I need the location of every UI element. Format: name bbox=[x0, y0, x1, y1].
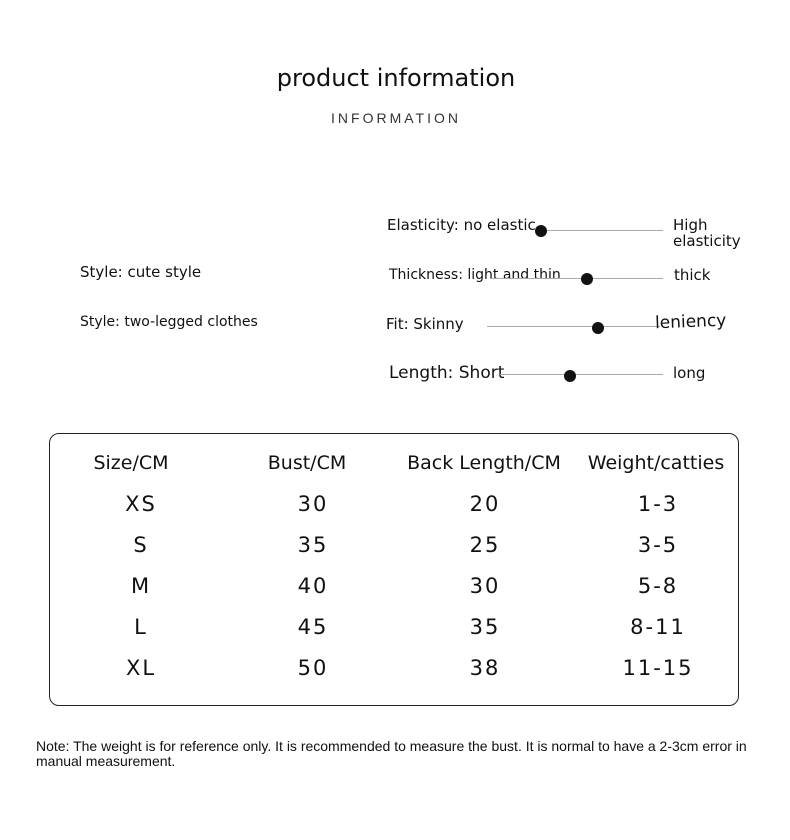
table-cell: 35 bbox=[469, 615, 501, 639]
style-label-1: Style: cute style bbox=[80, 263, 202, 281]
table-cell: 35 bbox=[297, 533, 329, 557]
attribute-label: Elasticity: no elastic bbox=[387, 216, 536, 234]
column-header-size: Size/CM bbox=[93, 452, 169, 474]
attribute-level-dot bbox=[591, 322, 604, 334]
measurement-note: Note: The weight is for reference only. … bbox=[36, 738, 747, 769]
size-table: Size/CM Bust/CM Back Length/CM Weight/ca… bbox=[49, 433, 739, 706]
table-cell: XS bbox=[125, 492, 157, 516]
table-cell: 50 bbox=[297, 656, 329, 680]
page-subtitle: INFORMATION bbox=[331, 110, 461, 126]
attribute-high-label: leniency bbox=[654, 310, 727, 334]
table-cell: 38 bbox=[469, 656, 501, 680]
attribute-track bbox=[500, 374, 663, 375]
style-label-2: Style: two-legged clothes bbox=[80, 314, 258, 330]
page-title: product information bbox=[276, 64, 516, 92]
attribute-label: Length: Short bbox=[389, 363, 505, 383]
table-cell: 8-11 bbox=[630, 615, 686, 639]
table-cell: 1-3 bbox=[637, 492, 679, 516]
table-cell: 11-15 bbox=[622, 656, 694, 680]
table-cell: XL bbox=[125, 656, 157, 680]
column-header-back-length: Back Length/CM bbox=[407, 452, 561, 474]
table-cell: 40 bbox=[297, 574, 329, 598]
attribute-label: Thickness: light and thin bbox=[389, 267, 561, 283]
table-cell: M bbox=[130, 574, 152, 598]
table-cell: 5-8 bbox=[637, 574, 679, 598]
attribute-high-label: long bbox=[673, 364, 706, 382]
table-cell: L bbox=[134, 615, 148, 639]
table-cell: 25 bbox=[469, 533, 501, 557]
table-cell: 3-5 bbox=[637, 533, 679, 557]
attribute-level-dot bbox=[534, 225, 547, 237]
attribute-track bbox=[487, 326, 660, 327]
attribute-level-dot bbox=[564, 370, 577, 382]
table-cell: 20 bbox=[469, 492, 501, 516]
attribute-label: Fit: Skinny bbox=[386, 315, 464, 333]
table-cell: 30 bbox=[469, 574, 501, 598]
attribute-level-dot bbox=[580, 273, 593, 285]
table-cell: S bbox=[133, 533, 149, 557]
table-cell: 45 bbox=[297, 615, 329, 639]
column-header-weight: Weight/catties bbox=[587, 452, 725, 474]
attribute-track bbox=[537, 230, 663, 231]
table-cell: 30 bbox=[297, 492, 329, 516]
attribute-high-label: High elasticity bbox=[673, 216, 741, 250]
attribute-track bbox=[490, 278, 663, 279]
column-header-bust: Bust/CM bbox=[267, 452, 347, 474]
attribute-high-label: thick bbox=[674, 266, 711, 284]
